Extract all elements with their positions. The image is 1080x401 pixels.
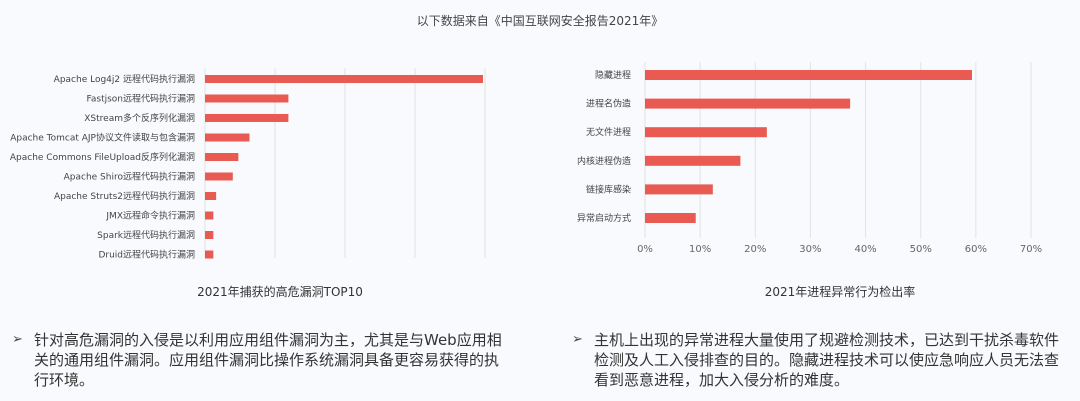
bar-process-4 bbox=[645, 155, 741, 166]
category-label: 隐藏进程 bbox=[595, 69, 631, 81]
chart-high-risk-vulns-title: 2021年捕获的高危漏洞TOP10 bbox=[197, 285, 363, 299]
bar-vuln-8 bbox=[205, 211, 214, 220]
chart-process-anomaly-title: 2021年进程异常行为检出率 bbox=[764, 285, 916, 299]
category-label: Druid远程代码执行漏洞 bbox=[98, 249, 195, 261]
x-tick-label: 30% bbox=[799, 244, 821, 255]
bullet-vuln-text: 针对高危漏洞的入侵是以利用应用组件漏洞为主，尤其是与Web应用相关的通用组件漏洞… bbox=[34, 331, 502, 389]
category-label: XStream多个反序列化漏洞 bbox=[84, 112, 195, 124]
chart-high-risk-vulns-svg: Apache Log4j2 远程代码执行漏洞 Fastjson远程代码执行漏洞 XS… bbox=[10, 68, 486, 261]
category-label: 异常启动方式 bbox=[577, 212, 631, 224]
x-tick-label: 20% bbox=[744, 244, 766, 255]
category-label: 内核进程伪造 bbox=[577, 155, 631, 167]
x-tick-label: 10% bbox=[689, 244, 711, 255]
bar-vuln-6 bbox=[205, 172, 233, 181]
bar-vuln-4 bbox=[205, 133, 250, 142]
arrow-bullet-icon: ➢ bbox=[12, 332, 23, 347]
bullet-process-text: 主机上出现的异常进程大量使用了规避检测技术，已达到干扰杀毒软件检测及人工入侵排查… bbox=[594, 331, 1060, 389]
bar-process-3 bbox=[645, 127, 767, 138]
chart-high-risk-vulns: Apache Log4j2 远程代码执行漏洞 Fastjson远程代码执行漏洞 XS… bbox=[10, 68, 486, 261]
category-label: Apache Shiro远程代码执行漏洞 bbox=[64, 171, 195, 183]
category-label: Apache Struts2远程代码执行漏洞 bbox=[54, 190, 195, 202]
bar-process-1 bbox=[645, 70, 972, 80]
category-label: Apache Commons FileUpload反序列化漏洞 bbox=[10, 151, 195, 163]
category-label: JMX远程命令执行漏洞 bbox=[105, 210, 195, 222]
bar-vuln-2 bbox=[205, 94, 289, 103]
x-tick-label: 50% bbox=[910, 244, 932, 255]
category-label: 链接库感染 bbox=[586, 183, 631, 195]
bar-process-6 bbox=[645, 213, 696, 223]
bar-vuln-10 bbox=[205, 250, 214, 259]
bar-process-5 bbox=[645, 184, 713, 195]
category-label: Fastjson远程代码执行漏洞 bbox=[87, 93, 195, 105]
category-label: 进程名伪造 bbox=[586, 98, 631, 110]
x-tick-label: 60% bbox=[965, 244, 987, 255]
category-label: Apache Tomcat AJP协议文件读取与包含漏洞 bbox=[10, 132, 195, 144]
category-label: 无文件进程 bbox=[586, 126, 631, 138]
bar-vuln-1 bbox=[205, 75, 483, 83]
source-note: 以下数据来自《中国互联网安全报告2021年》 bbox=[416, 14, 664, 28]
chart-process-anomaly-svg: 0% 10% 20% 30% 40% 50% 60% 70% 隐藏进程进程名伪造无文件进程内核进… bbox=[577, 62, 1042, 255]
bar-vuln-3 bbox=[205, 114, 289, 122]
chart-process-anomaly: 0% 10% 20% 30% 40% 50% 60% 70% 隐藏进程进程名伪造无文件进程内核进… bbox=[577, 62, 1042, 255]
category-label: Spark远程代码执行漏洞 bbox=[97, 229, 195, 241]
x-tick-label: 40% bbox=[854, 244, 876, 255]
bar-vuln-9 bbox=[205, 231, 214, 239]
x-tick-label: 70% bbox=[1020, 244, 1042, 255]
category-label: Apache Log4j2 远程代码执行漏洞 bbox=[54, 73, 195, 85]
bar-vuln-7 bbox=[205, 192, 217, 200]
x-tick-label: 0% bbox=[637, 244, 653, 255]
arrow-bullet-icon: ➢ bbox=[572, 332, 583, 347]
bar-vuln-5 bbox=[205, 153, 239, 161]
bar-process-2 bbox=[645, 98, 851, 109]
